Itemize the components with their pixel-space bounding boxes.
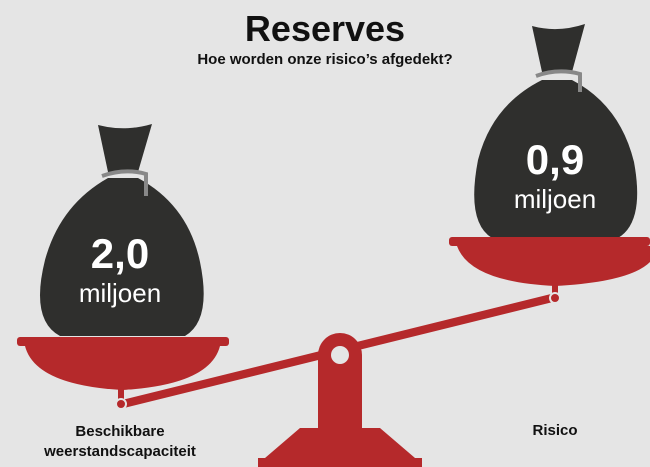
infographic: Reserves Hoe worden onze risico’s afgede…: [0, 0, 650, 467]
right-amount: 0,9 miljoen: [475, 136, 635, 215]
value: 0,9: [475, 136, 635, 184]
value: 2,0: [40, 230, 200, 278]
title: Reserves: [0, 8, 650, 50]
right-label: Risico: [480, 422, 630, 439]
pivot-hole: [331, 346, 349, 364]
left-label: Beschikbare weerstandscapaciteit: [30, 422, 210, 462]
unit: miljoen: [40, 278, 200, 309]
subtitle: Hoe worden onze risico’s afgedekt?: [0, 51, 650, 68]
left-amount: 2,0 miljoen: [40, 230, 200, 309]
unit: miljoen: [475, 184, 635, 215]
